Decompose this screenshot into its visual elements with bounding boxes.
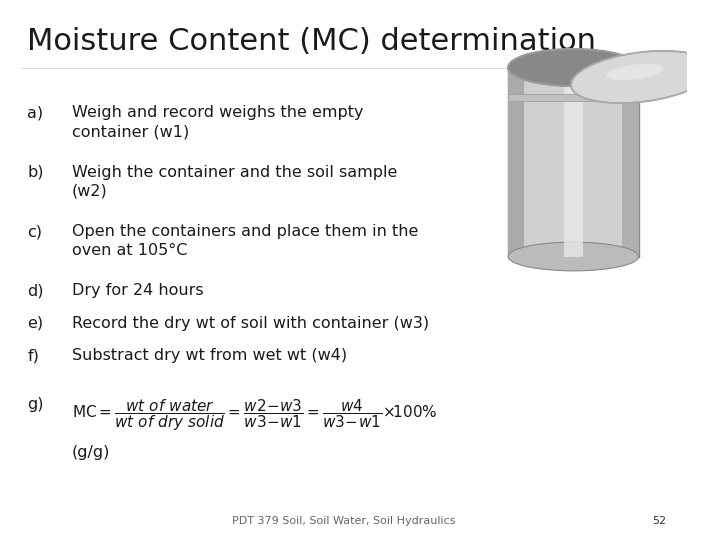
Ellipse shape [606,64,663,80]
Text: e): e) [27,316,44,331]
Ellipse shape [508,242,639,271]
Ellipse shape [571,51,713,103]
Text: f): f) [27,348,40,363]
FancyBboxPatch shape [508,68,639,256]
Text: Substract dry wt from wet wt (w4): Substract dry wt from wet wt (w4) [72,348,347,363]
Text: a): a) [27,105,44,120]
FancyBboxPatch shape [622,68,639,256]
Text: Open the containers and place them in the
oven at 105°C: Open the containers and place them in th… [72,224,418,258]
Text: d): d) [27,284,44,299]
FancyBboxPatch shape [508,68,524,256]
Text: (g/g): (g/g) [72,446,110,461]
Text: Record the dry wt of soil with container (w3): Record the dry wt of soil with container… [72,316,429,331]
Text: g): g) [27,397,44,412]
Text: PDT 379 Soil, Soil Water, Soil Hydraulics: PDT 379 Soil, Soil Water, Soil Hydraulic… [232,516,455,526]
Text: c): c) [27,224,42,239]
Text: Dry for 24 hours: Dry for 24 hours [72,284,204,299]
Text: Moisture Content (MC) determination: Moisture Content (MC) determination [27,27,596,56]
Text: 52: 52 [652,516,666,526]
Text: b): b) [27,165,44,180]
Text: Weigh and record weighs the empty
container (w1): Weigh and record weighs the empty contai… [72,105,364,139]
FancyBboxPatch shape [508,94,639,100]
Text: Weigh the container and the soil sample
(w2): Weigh the container and the soil sample … [72,165,397,199]
Text: $\mathrm{MC} = \dfrac{\mathit{wt\ of\ water}}{\mathit{wt\ of\ dry\ solid}}=\dfra: $\mathrm{MC} = \dfrac{\mathit{wt\ of\ wa… [72,397,438,433]
Ellipse shape [508,49,639,86]
FancyBboxPatch shape [564,68,583,256]
